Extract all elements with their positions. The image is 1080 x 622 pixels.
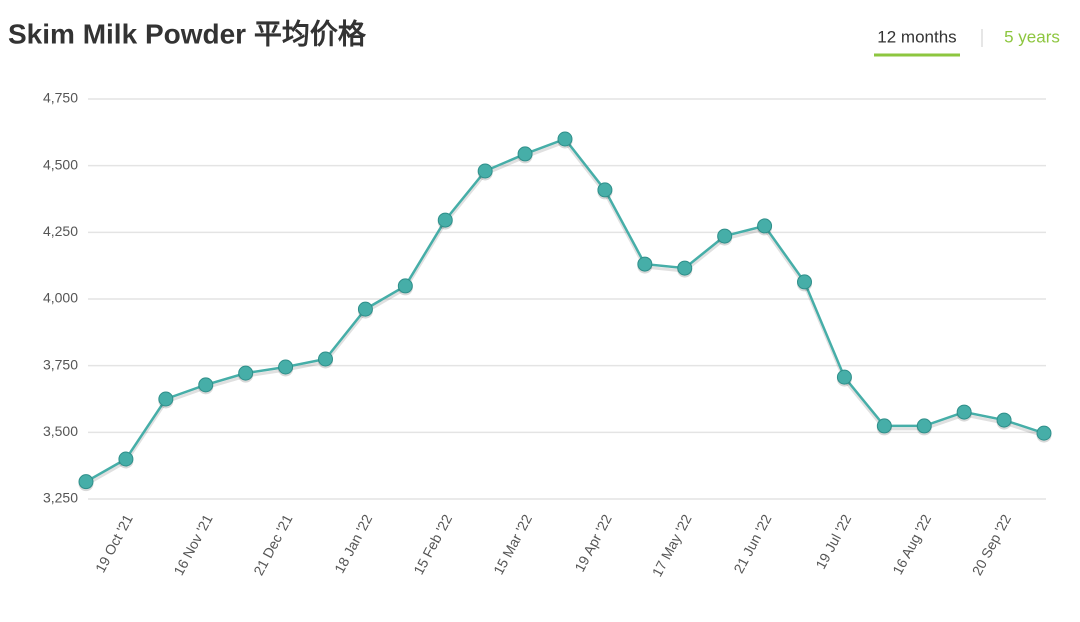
marker	[757, 218, 773, 234]
marker	[557, 131, 573, 147]
marker	[357, 301, 373, 317]
marker	[836, 369, 852, 385]
x-tick-label: 20 Sep '22	[969, 511, 1014, 577]
marker	[597, 182, 613, 198]
marker	[916, 418, 932, 434]
y-tick-label: 3,250	[43, 490, 78, 506]
x-tick-label: 16 Nov '21	[170, 511, 215, 577]
y-tick-label: 3,750	[43, 356, 78, 372]
x-tick-label: 15 Feb '22	[410, 511, 455, 577]
y-tick-label: 4,000	[43, 290, 78, 306]
x-tick-label: 21 Dec '21	[250, 511, 295, 577]
x-tick-label: 19 Jul '22	[812, 511, 854, 571]
marker	[637, 256, 653, 272]
marker	[158, 391, 174, 407]
x-tick-label: 19 Apr '22	[571, 511, 615, 574]
marker	[1036, 425, 1052, 441]
y-tick-label: 4,500	[43, 156, 78, 172]
y-tick-label: 3,500	[43, 423, 78, 439]
marker	[717, 228, 733, 244]
y-tick-label: 4,250	[43, 223, 78, 239]
marker	[797, 274, 812, 290]
marker	[78, 474, 94, 490]
marker	[437, 212, 453, 228]
marker	[278, 359, 294, 375]
y-tick-label: 4,750	[43, 90, 78, 106]
marker	[876, 418, 892, 434]
marker	[956, 404, 972, 420]
marker	[677, 260, 693, 276]
x-tick-label: 17 May '22	[649, 511, 695, 579]
tab[interactable]: 5 years	[1004, 27, 1060, 46]
marker	[477, 163, 493, 179]
marker	[238, 365, 254, 381]
marker	[318, 351, 333, 367]
marker	[996, 412, 1012, 428]
tab[interactable]: 12 months	[877, 27, 956, 46]
x-tick-label: 19 Oct '21	[92, 511, 136, 575]
x-tick-label: 15 Mar '22	[490, 511, 535, 577]
line-shadow	[85, 140, 1045, 486]
marker	[517, 146, 533, 162]
chart-title: Skim Milk Powder 平均价格	[8, 18, 367, 49]
marker	[397, 278, 413, 294]
x-tick-label: 18 Jan '22	[331, 511, 375, 575]
x-tick-label: 16 Aug '22	[889, 511, 934, 577]
marker	[198, 377, 214, 393]
marker	[118, 451, 134, 467]
x-tick-label: 21 Jun '22	[730, 511, 774, 575]
